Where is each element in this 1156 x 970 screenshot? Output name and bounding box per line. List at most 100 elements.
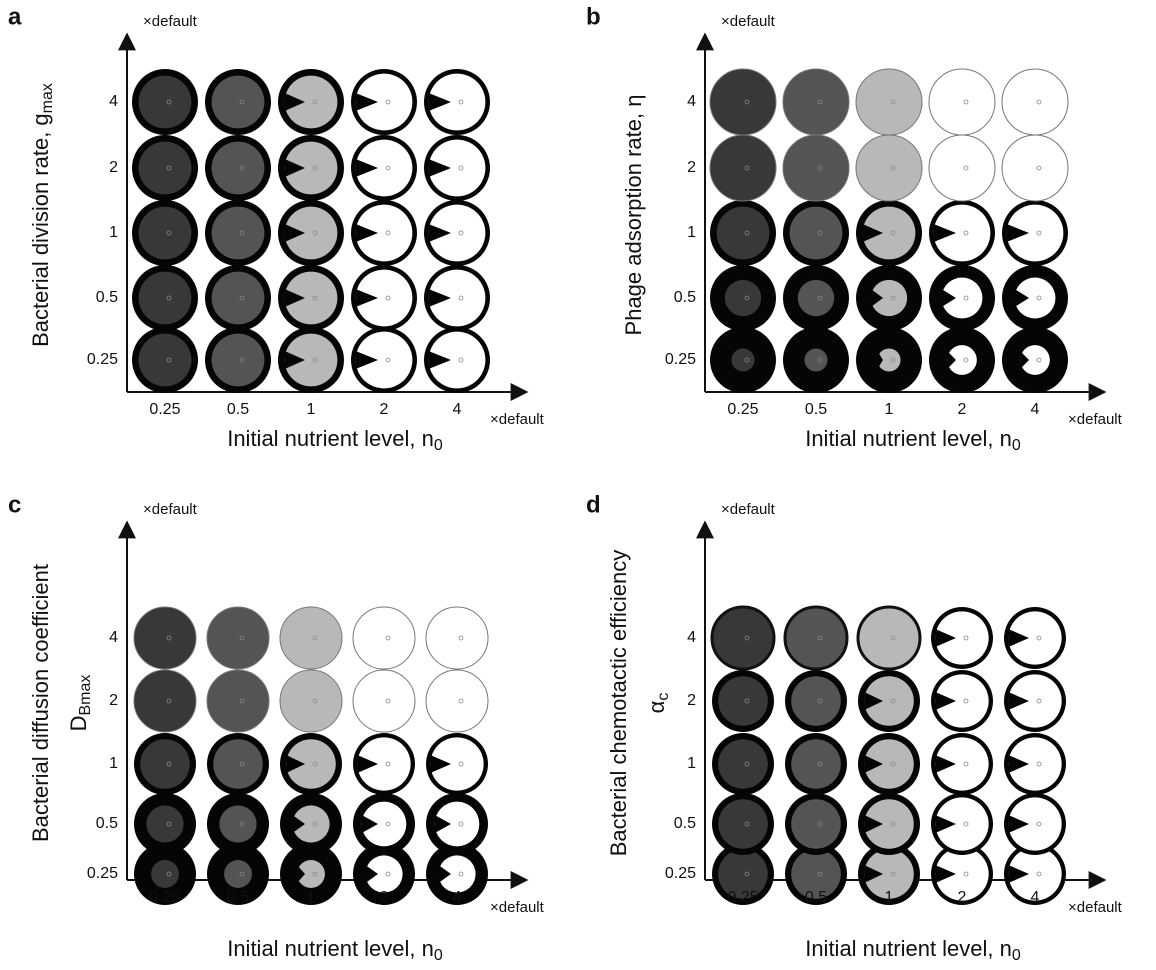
colony-core [791,676,841,726]
colony [353,670,415,732]
x-axis-label: Initial nutrient level, n0 [227,426,443,454]
colony-core [725,280,761,316]
x-tick-label: 0.25 [149,401,180,418]
y-tick-label: 4 [687,629,696,646]
y-axis-label: αc [644,693,672,714]
x-tick-label: 1 [885,889,894,906]
x-tick-label: 2 [958,401,967,418]
colony-core [213,739,263,789]
y-tick-label: 2 [109,159,118,176]
y-tick-label: 2 [687,692,696,709]
x-axis-label-text: Initial nutrient level, n [805,936,1012,961]
panel-letter: c [8,491,21,518]
y-axis-label-text: Phage adsorption rate, η [621,95,646,336]
colony [280,607,342,669]
colony [785,607,847,669]
y-unit: ×default [721,501,776,518]
y-tick-label: 0.5 [674,815,696,832]
colony-core [791,739,841,789]
colony-core [139,334,192,387]
x-tick-label: 0.5 [227,401,249,418]
y-axis-label-text: Bacterial division rate, g [28,113,53,347]
y-tick-label: 4 [109,93,118,110]
colony-core [731,348,754,371]
x-tick-label: 0.25 [727,889,758,906]
colony [712,607,774,669]
y-axis-label-text: D [66,716,91,732]
colony [856,135,922,201]
y-axis-label-text: Bacterial chemotactic efficiency [606,550,631,857]
colony-core [151,860,179,888]
x-tick-label: 1 [307,401,316,418]
x-unit: ×default [1068,411,1123,428]
colony-core [212,207,265,260]
x-tick-label: 1 [885,401,894,418]
colony-core [212,142,265,195]
y-tick-label: 1 [687,224,696,241]
y-tick-label: 0.25 [665,351,696,368]
colony [134,670,196,732]
colony-core [798,280,834,316]
x-axis-label: Initial nutrient level, n0 [805,936,1021,964]
colony [426,607,488,669]
x-tick-label: 2 [958,889,967,906]
panel-letter: b [586,3,601,30]
colony-core [140,739,190,789]
colony [858,607,920,669]
y-axis-label-text: Bacterial diffusion coefficient [28,564,53,842]
x-unit: ×default [490,411,545,428]
y-axis-label-sub: max [39,83,56,113]
x-axis-label-text: Initial nutrient level, n [805,426,1012,451]
panel-letter: d [586,491,601,518]
colony-core [717,207,770,260]
x-tick-label: 4 [1031,401,1040,418]
colony [353,607,415,669]
colony-core [212,76,265,129]
y-tick-label: 0.5 [96,815,118,832]
y-unit: ×default [143,501,198,518]
colony-core [146,805,183,842]
y-tick-label: 0.25 [87,865,118,882]
y-tick-label: 2 [687,159,696,176]
colony-core [139,272,192,325]
x-axis-label-sub: 0 [1012,947,1021,964]
panel: a×default×default0.250.51240.250.5124Ini… [8,3,545,454]
x-tick-label: 2 [380,401,389,418]
colony [710,69,776,135]
colony-core [718,739,768,789]
y-tick-label: 2 [109,692,118,709]
x-axis-label-sub: 0 [1012,437,1021,454]
x-axis-label-sub: 0 [434,437,443,454]
y-tick-label: 0.25 [665,865,696,882]
y-axis-label: Bacterial chemotactic efficiency [606,550,631,857]
colony-core [212,334,265,387]
y-unit: ×default [143,13,198,30]
x-tick-label: 4 [453,889,462,906]
y-tick-label: 0.5 [674,289,696,306]
x-axis-label: Initial nutrient level, n0 [227,936,443,964]
colony [207,607,269,669]
x-unit: ×default [1068,899,1123,916]
colony [783,69,849,135]
x-unit: ×default [490,899,545,916]
y-axis-label: Phage adsorption rate, η [621,95,646,336]
y-tick-label: 1 [109,224,118,241]
x-tick-label: 0.5 [805,401,827,418]
colony-core [804,348,827,371]
x-tick-label: 2 [380,889,389,906]
colony [929,69,995,135]
colony-core [718,799,768,849]
y-axis-label-sub: c [655,693,672,701]
colony [710,135,776,201]
x-tick-label: 4 [453,401,462,418]
x-tick-label: 1 [307,889,316,906]
x-tick-label: 0.25 [149,889,180,906]
colony [280,670,342,732]
y-axis-label: Bacterial division rate, gmax [28,83,56,347]
y-tick-label: 4 [109,629,118,646]
y-tick-label: 4 [687,93,696,110]
colony [783,135,849,201]
colony-core [790,207,843,260]
